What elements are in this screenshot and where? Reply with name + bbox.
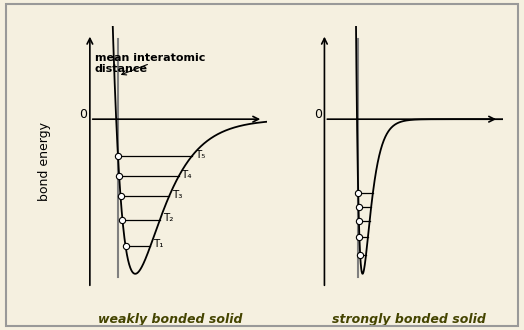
Text: 0: 0 xyxy=(314,108,322,121)
Text: T₄: T₄ xyxy=(181,170,192,180)
Text: T₅: T₅ xyxy=(194,150,205,160)
Text: strongly bonded solid: strongly bonded solid xyxy=(332,313,486,326)
Text: T₂: T₂ xyxy=(163,213,173,223)
Text: T₃: T₃ xyxy=(172,190,182,200)
Text: 0: 0 xyxy=(79,108,88,121)
Text: weakly bonded solid: weakly bonded solid xyxy=(98,313,243,326)
Text: bond energy: bond energy xyxy=(38,122,51,201)
Text: mean interatomic
distance: mean interatomic distance xyxy=(95,53,205,75)
Text: T₁: T₁ xyxy=(154,240,164,249)
